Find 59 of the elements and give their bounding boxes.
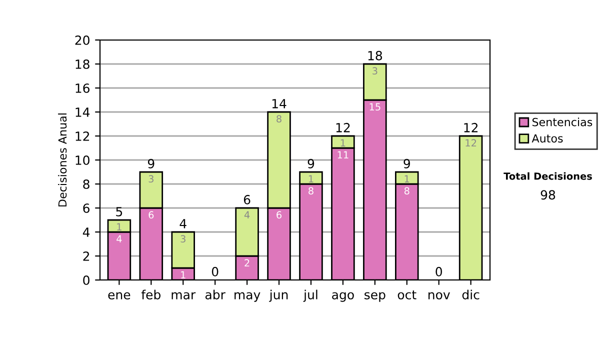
data-label: 3 xyxy=(148,175,154,183)
y-tick-label: 10 xyxy=(76,155,90,165)
y-tick-label: 16 xyxy=(76,83,90,93)
x-tick-label: abr xyxy=(205,290,226,300)
y-tick-label: 2 xyxy=(83,251,90,261)
y-tick-label: 12 xyxy=(76,131,90,141)
total-label: 5 xyxy=(116,207,122,216)
total-label: 4 xyxy=(180,219,186,228)
x-tick-label: ene xyxy=(108,292,130,300)
data-label: 8 xyxy=(276,115,282,123)
total-label: 0 xyxy=(436,266,442,276)
total-label: 12 xyxy=(336,122,350,132)
data-label: 15 xyxy=(370,103,380,111)
y-tick-label: 14 xyxy=(76,108,90,117)
data-label: 2 xyxy=(244,259,250,266)
text: 98 xyxy=(540,190,556,200)
total-label: 14 xyxy=(272,99,286,108)
x-tick-label: jul xyxy=(303,290,318,302)
x-tick-label: dic xyxy=(462,290,480,300)
data-label: 1 xyxy=(117,223,122,230)
total-label: 9 xyxy=(308,158,314,168)
y-tick-label: 0 xyxy=(83,275,90,285)
x-tick-label: jun xyxy=(269,290,288,302)
data-label: 11 xyxy=(338,151,348,158)
data-label: 6 xyxy=(148,211,154,219)
total-label: 6 xyxy=(244,194,250,204)
data-label: 3 xyxy=(372,67,378,75)
legend-label: Autos xyxy=(532,134,563,143)
x-tick-label: may xyxy=(234,292,260,302)
data-label: 8 xyxy=(308,187,314,195)
total-label: 12 xyxy=(464,122,478,132)
y-tick-label: 8 xyxy=(83,179,90,189)
x-tick-label: nov xyxy=(428,292,450,300)
y-tick-label: 20 xyxy=(75,35,90,45)
x-tick-label: ago xyxy=(332,292,354,302)
data-label: 1 xyxy=(340,139,346,146)
y-tick-label: 4 xyxy=(82,228,90,237)
x-tick-label: sep xyxy=(364,292,386,302)
data-label: 8 xyxy=(404,187,410,195)
x-tick-label: oct xyxy=(398,290,416,300)
total-label: 9 xyxy=(148,158,154,168)
total-label: 9 xyxy=(404,158,410,168)
total-label: 0 xyxy=(212,266,218,276)
data-label: 1 xyxy=(308,175,314,182)
legend-label: Sentencias xyxy=(532,118,592,126)
text: Total Decisiones xyxy=(504,172,592,180)
y-tick-label: 6 xyxy=(83,203,90,213)
data-label: 1 xyxy=(404,175,410,182)
data-label: 3 xyxy=(180,235,186,243)
data-label: 4 xyxy=(244,211,250,218)
y-tick-label: 18 xyxy=(76,59,90,69)
x-tick-label: mar xyxy=(172,292,196,300)
data-label: 6 xyxy=(276,211,282,219)
y-axis-title: Decisiones Anual xyxy=(58,114,67,206)
data-label: 1 xyxy=(181,271,186,278)
data-label: 12 xyxy=(466,139,476,146)
x-tick-label: feb xyxy=(141,290,160,300)
total-label: 18 xyxy=(368,50,382,60)
data-label: 4 xyxy=(116,235,122,242)
